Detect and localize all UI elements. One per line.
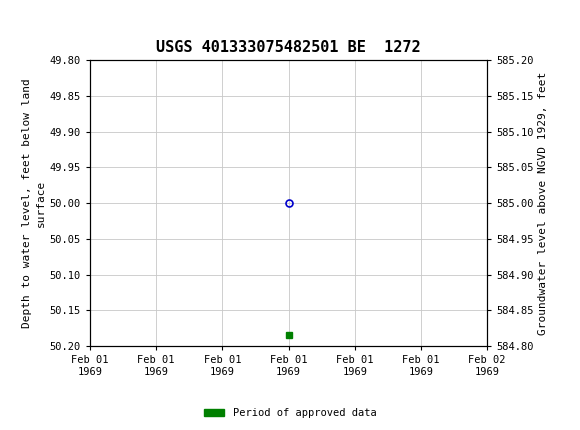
Text: USGS: USGS xyxy=(24,9,79,27)
Text: ≡: ≡ xyxy=(3,3,20,32)
Legend: Period of approved data: Period of approved data xyxy=(200,404,380,423)
Title: USGS 401333075482501 BE  1272: USGS 401333075482501 BE 1272 xyxy=(156,40,421,55)
Y-axis label: Depth to water level, feet below land
surface: Depth to water level, feet below land su… xyxy=(22,78,45,328)
Y-axis label: Groundwater level above NGVD 1929, feet: Groundwater level above NGVD 1929, feet xyxy=(538,71,548,335)
